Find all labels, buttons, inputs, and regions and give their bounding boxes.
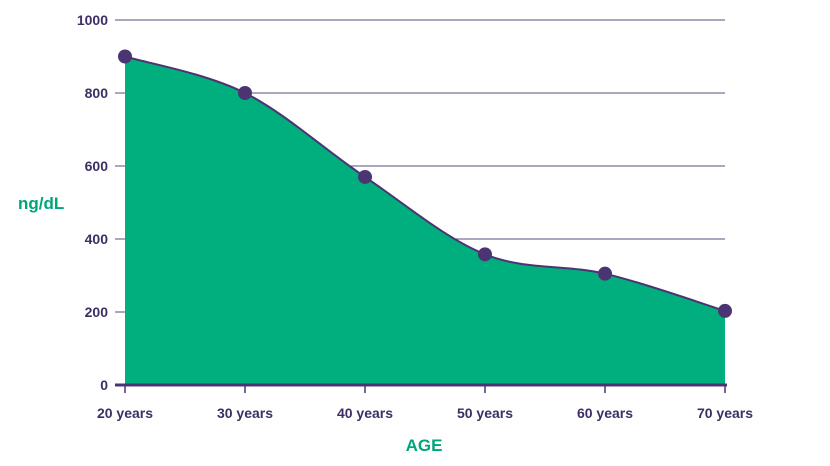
y-tick-label-800: 800 — [85, 85, 109, 101]
data-point-5 — [718, 303, 732, 318]
y-tick-label-600: 600 — [85, 158, 109, 174]
y-tick-label-0: 0 — [100, 377, 108, 393]
x-tick-label-1: 30 years — [217, 405, 273, 421]
x-tick-label-2: 40 years — [337, 405, 393, 421]
y-tick-label-1000: 1000 — [77, 12, 108, 28]
data-point-2 — [358, 169, 372, 184]
data-point-4 — [598, 266, 612, 281]
x-tick-label-3: 50 years — [457, 405, 513, 421]
x-tick-label-4: 60 years — [577, 405, 633, 421]
y-tick-label-200: 200 — [85, 304, 109, 320]
x-axis-ticks — [124, 385, 726, 393]
x-axis-title: AGE — [406, 436, 443, 455]
series-line — [124, 55, 726, 312]
x-axis-tick-labels: 20 years 30 years 40 years 50 years 60 years… — [97, 405, 753, 421]
data-point-3 — [478, 247, 492, 262]
x-tick-label-0: 20 years — [97, 405, 153, 421]
y-axis-title: ng/dL — [18, 194, 64, 213]
y-tick-label-400: 400 — [85, 231, 109, 247]
y-axis-tick-labels: 0 200 400 600 800 1000 — [77, 12, 108, 393]
data-point-0 — [118, 49, 132, 64]
data-points — [118, 49, 732, 318]
x-tick-label-5: 70 years — [697, 405, 753, 421]
data-point-1 — [238, 86, 252, 100]
